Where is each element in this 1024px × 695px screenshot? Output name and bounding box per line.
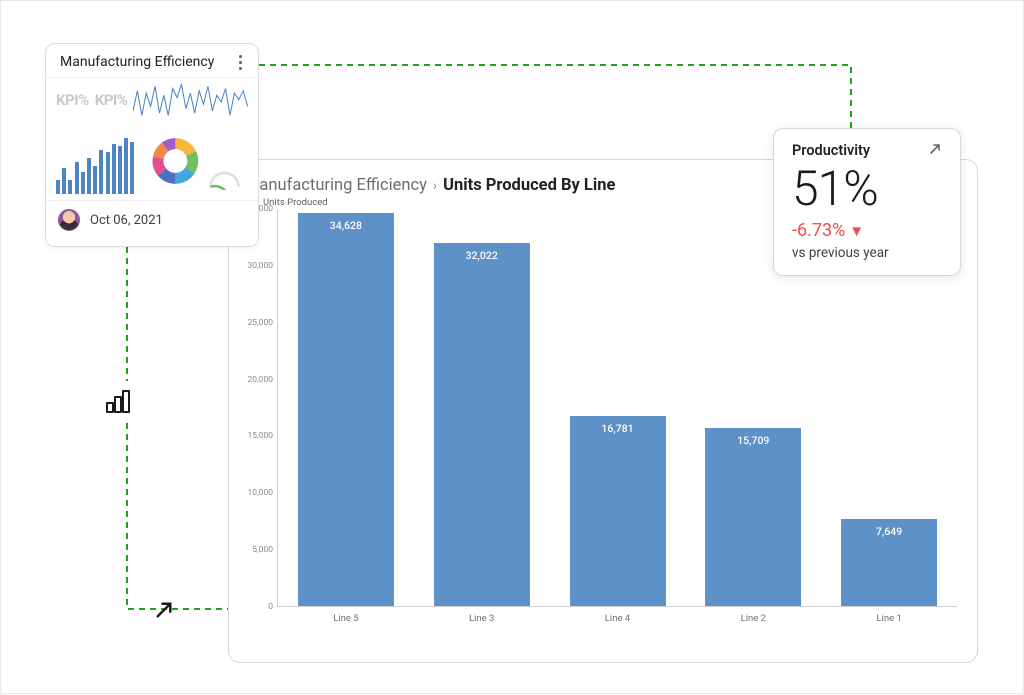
breadcrumb-parent[interactable]: Manufacturing Efficiency [245, 176, 427, 195]
dashboard-thumbnail-area: KPI% KPI% [46, 78, 258, 200]
dashboard-tile-title: Manufacturing Efficiency [60, 54, 214, 70]
chevron-right-icon: › [433, 178, 437, 194]
sparkline-chart [133, 81, 248, 119]
breadcrumb-current: Units Produced By Line [443, 176, 615, 195]
mini-bar-chart [56, 134, 134, 194]
kpi-value: 51% [792, 164, 942, 214]
arrow-ne-icon [153, 599, 175, 621]
chart-bar[interactable]: 7,649 [841, 519, 937, 606]
donut-chart [150, 132, 201, 190]
expand-icon[interactable] [928, 141, 942, 160]
dashboard-tile-footer: Oct 06, 2021 [46, 200, 258, 239]
bar-chart-icon [98, 381, 138, 421]
dashboard-tile-date: Oct 06, 2021 [90, 213, 163, 228]
chart-bar[interactable]: 32,022 [434, 243, 530, 606]
kpi-delta: -6.73% ▼ [792, 220, 942, 241]
chart-bar[interactable]: 34,628 [298, 213, 394, 606]
gauge-chart [207, 168, 242, 190]
kpi-card[interactable]: Productivity 51% -6.73% ▼ vs previous ye… [773, 128, 961, 276]
kpi-tag: KPI% [56, 91, 89, 109]
kpi-title: Productivity [792, 142, 870, 159]
avatar [58, 209, 80, 231]
kpi-tag: KPI% [95, 91, 128, 109]
chart-bar[interactable]: 15,709 [705, 428, 801, 606]
chart-bar[interactable]: 16,781 [570, 416, 666, 606]
kebab-menu-icon[interactable] [232, 53, 248, 71]
dashboard-tile-header: Manufacturing Efficiency [46, 44, 258, 78]
kpi-comparison: vs previous year [792, 245, 942, 261]
dashboard-tile[interactable]: Manufacturing Efficiency KPI% KPI% Oct 0… [45, 43, 259, 247]
